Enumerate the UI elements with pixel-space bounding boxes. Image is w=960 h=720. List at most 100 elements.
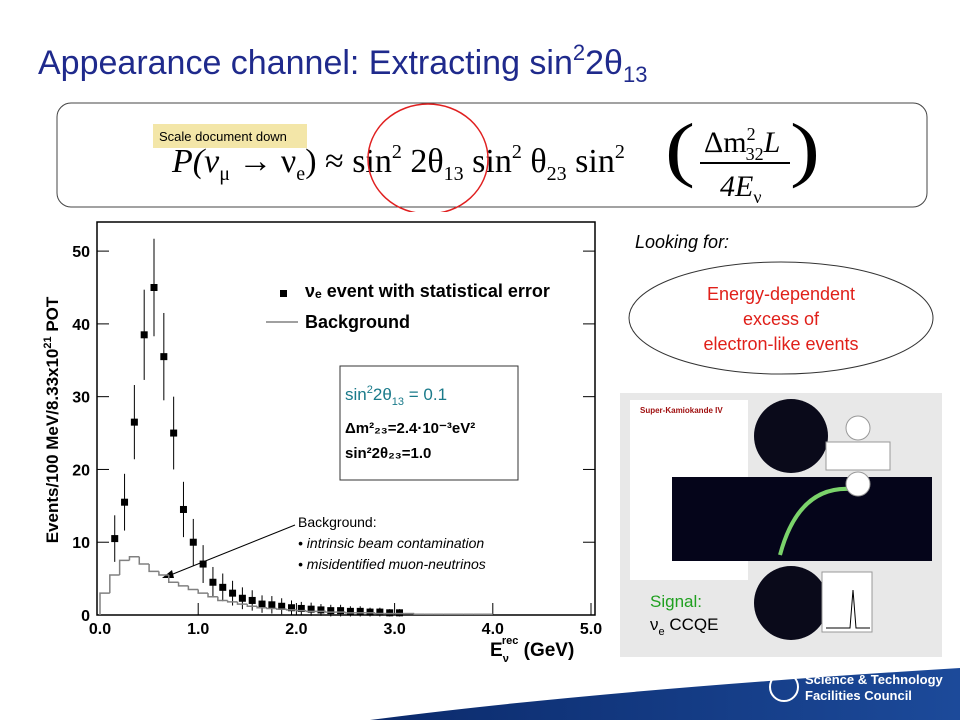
y-tick-label: 50 (72, 244, 90, 261)
inset-line: sin²2θ₂₃=1.0 (345, 445, 431, 462)
background-step (158, 571, 169, 576)
data-point (189, 538, 197, 546)
data-point (337, 607, 345, 615)
data-point (150, 284, 158, 291)
logo-text: Facilities Council (805, 688, 912, 703)
target-line: excess of (743, 309, 820, 329)
logo-text: Science & Technology (805, 672, 944, 687)
paren-left: ( (665, 108, 695, 188)
x-tick-label: 5.0 (580, 621, 602, 638)
background-step (99, 592, 110, 615)
data-point (238, 594, 246, 602)
legend-label: νₑ event with statistical error (305, 281, 550, 301)
plot-frame (96, 221, 596, 616)
background-step (177, 582, 189, 587)
target-ellipse (628, 261, 934, 375)
event-display: Super-Kamiokande IV (620, 393, 942, 657)
data-point (121, 498, 129, 506)
background-step (109, 574, 120, 594)
x-tick-label: 1.0 (187, 621, 209, 638)
background-step (167, 574, 179, 583)
background-step (236, 601, 248, 605)
background-step (295, 609, 307, 612)
data-point (219, 583, 227, 591)
background-step (187, 585, 199, 591)
background-step (138, 556, 150, 565)
data-point (317, 606, 325, 614)
data-point (130, 418, 138, 426)
background-step (118, 559, 130, 575)
target-line: electron-like events (703, 334, 858, 354)
looking-for: Looking for: (635, 232, 729, 252)
inset-line: sin22θ13 = 0.1 (345, 384, 447, 408)
background-step (128, 556, 140, 561)
y-tick-label: 40 (72, 317, 90, 334)
data-point (179, 505, 187, 513)
annotation-item: • intrinsic beam contamination (298, 535, 484, 551)
signal: νe CCQE (650, 615, 718, 638)
fraction-num: Δm2 32L (704, 124, 780, 164)
data-point (346, 607, 354, 615)
background-step (246, 604, 258, 608)
y-axis-label: Events/100 MeV/8.33x1021 POT (42, 296, 62, 543)
x-tick-label: 0.0 (89, 621, 111, 638)
data-point (258, 600, 266, 608)
background-step (305, 610, 317, 613)
pmt-map (845, 415, 871, 441)
background-step (285, 609, 297, 611)
detector-cap (754, 566, 828, 640)
signal: Signal: (650, 592, 702, 611)
background-step (413, 613, 425, 616)
tooltip-text: Scale document down (159, 129, 287, 144)
arrow-head (162, 570, 174, 578)
fraction-den: 4Eν (720, 170, 761, 207)
data-point (327, 607, 335, 615)
data-point (268, 601, 276, 609)
data-point (287, 604, 295, 612)
data-point (356, 607, 364, 615)
data-point (307, 605, 315, 613)
background-step (207, 593, 218, 598)
legend-marker (280, 290, 287, 297)
annotation-item: • misidentified muon-neutrinos (298, 556, 486, 572)
data-point (248, 596, 256, 604)
target-line: Energy-dependent (707, 284, 855, 304)
x-tick-label: 3.0 (383, 621, 405, 638)
background-step (344, 612, 356, 614)
data-point (229, 589, 237, 597)
background-step (325, 611, 336, 613)
background-step (266, 607, 277, 610)
tooltip (153, 124, 307, 148)
annotation-heading: Background: (298, 514, 377, 530)
data-point (170, 429, 178, 437)
annotation-arrow (167, 524, 296, 577)
background-step (374, 612, 385, 615)
detector-cap (754, 399, 828, 473)
background-step (226, 600, 238, 603)
data-point (140, 331, 148, 339)
y-tick-label: 0 (81, 608, 90, 625)
y-tick-label: 10 (72, 535, 90, 552)
data-point (278, 602, 286, 610)
data-point (111, 535, 119, 543)
y-tick-label: 20 (72, 462, 90, 479)
paren-right: ) (790, 108, 820, 188)
display-title: Super-Kamiokande IV (640, 406, 723, 415)
data-point (199, 560, 207, 568)
footer-band (370, 668, 960, 720)
data-point (209, 578, 217, 586)
background-step (197, 589, 209, 594)
title: Appearance channel: Extracting sin22θ13 (38, 40, 647, 87)
timing-plot (821, 571, 873, 633)
timing-trace (826, 589, 870, 629)
y-tick-label: 30 (72, 390, 90, 407)
pmt-map (845, 471, 871, 497)
background-step (217, 596, 228, 602)
data-point (160, 353, 168, 361)
background-step (276, 608, 287, 610)
x-tick-label: 2.0 (285, 621, 307, 638)
logo-mark (769, 672, 799, 702)
data-point (297, 604, 305, 612)
